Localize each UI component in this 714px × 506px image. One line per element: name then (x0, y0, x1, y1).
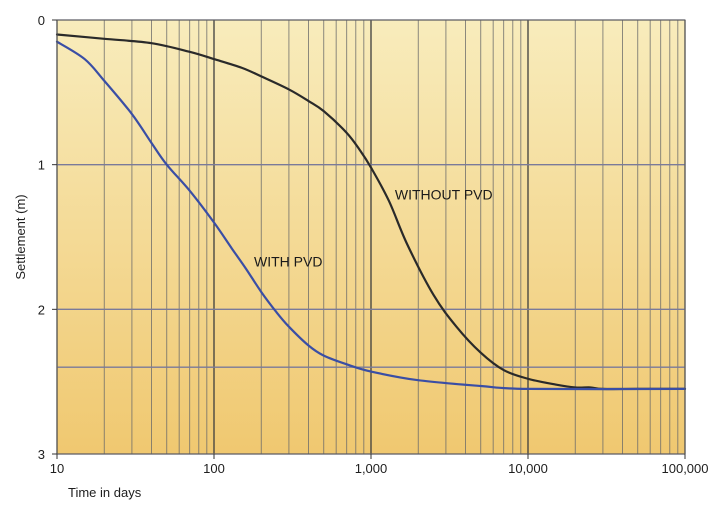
curve-labels: WITHOUT PVD WITH PVD (254, 187, 493, 270)
x-tick-label: 100,000 (662, 461, 709, 476)
series-line-without-pvd (55, 33, 687, 391)
minor-gridlines (103, 20, 679, 454)
y-tick-label: 2 (38, 302, 45, 317)
curve-label-with-pvd: WITH PVD (254, 254, 322, 270)
x-axis-title: Time in days (68, 485, 142, 500)
series-line-with-pvd (55, 40, 687, 391)
x-tick-label: 100 (203, 461, 225, 476)
x-axis-ticks: 10 100 1,000 10,000 100,000 (50, 454, 709, 476)
y-tick-label: 1 (38, 158, 45, 173)
x-tick-label: 1,000 (355, 461, 388, 476)
y-tick-label: 3 (38, 447, 45, 462)
y-tick-label: 0 (38, 13, 45, 28)
series-layer (55, 33, 687, 391)
y-axis-title: Settlement (m) (13, 194, 28, 279)
x-tick-label: 10 (50, 461, 64, 476)
curve-label-without-pvd: WITHOUT PVD (395, 187, 493, 203)
x-tick-label: 10,000 (508, 461, 548, 476)
y-axis-ticks: 0 1 2 3 (38, 13, 57, 462)
